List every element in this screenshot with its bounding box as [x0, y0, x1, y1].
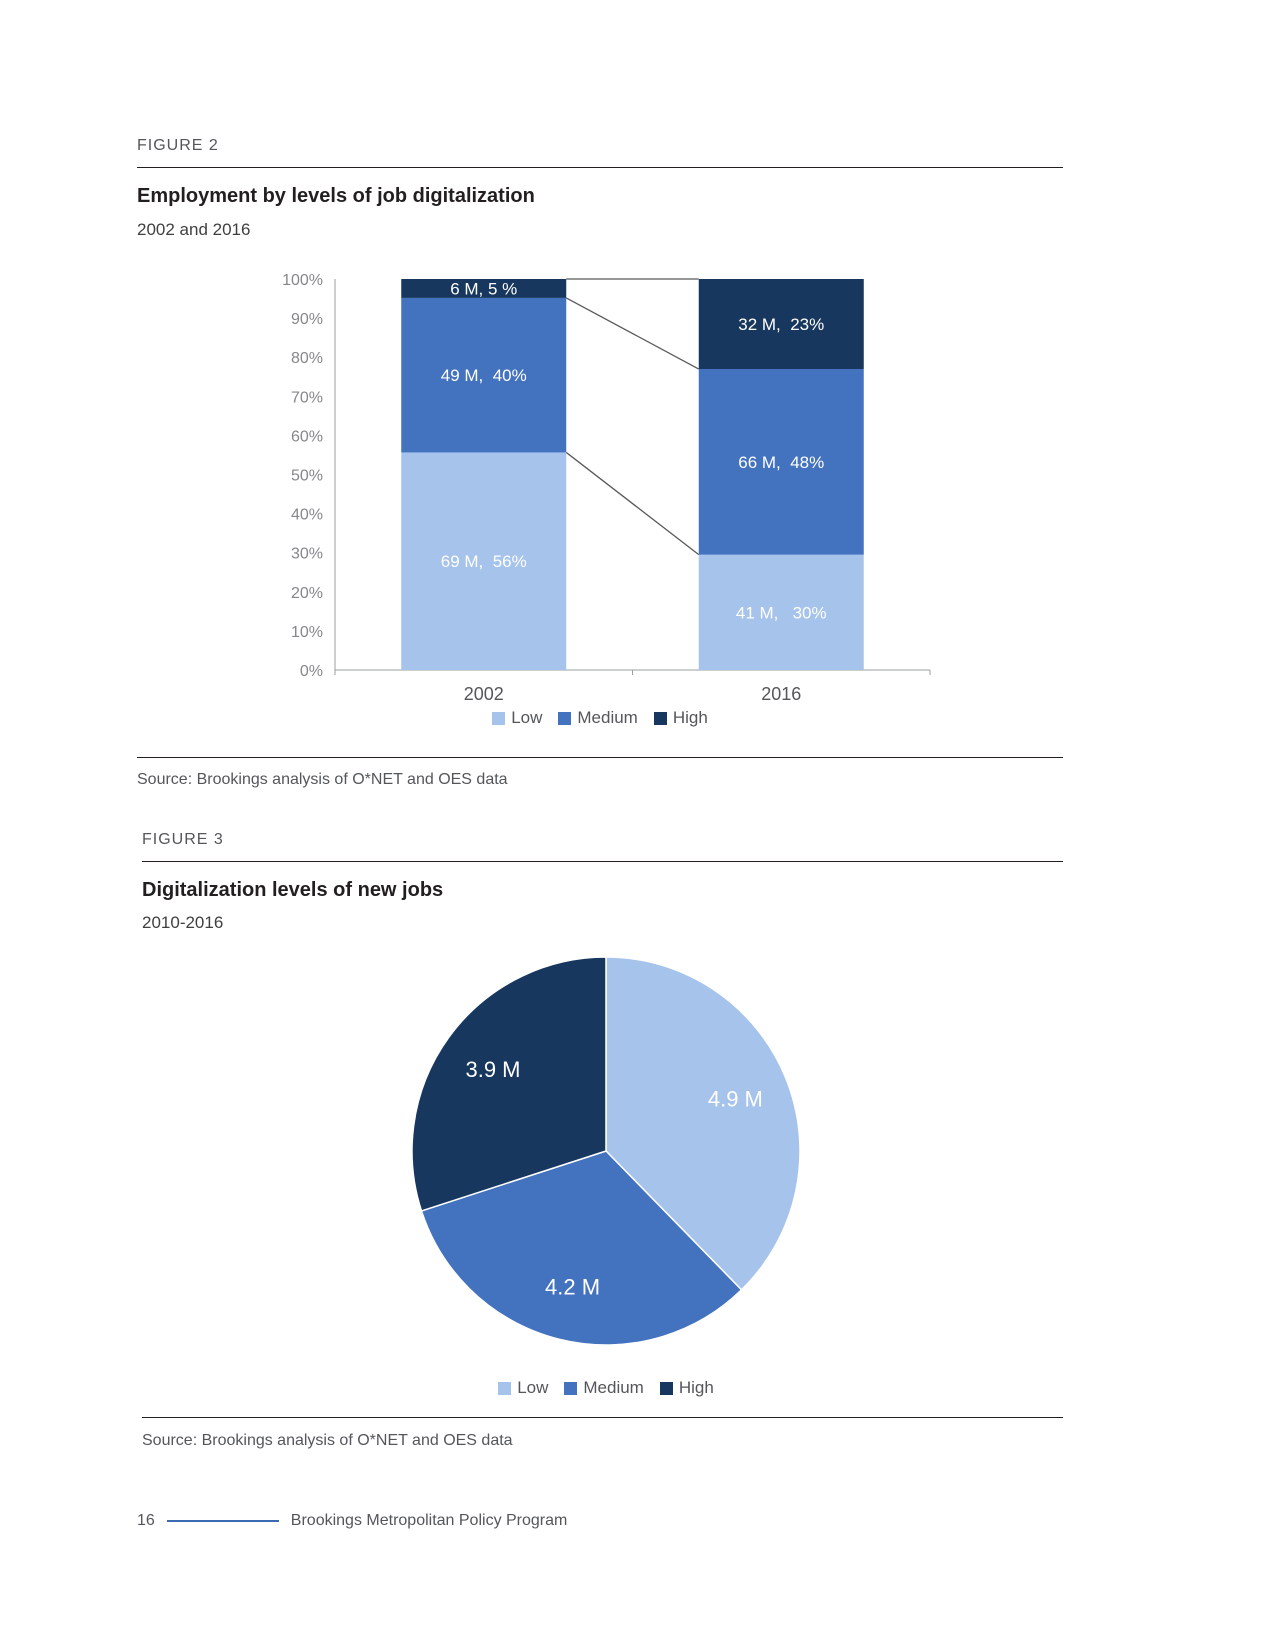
y-axis-tick-label: 90%	[291, 311, 323, 328]
legend-label-medium: Medium	[583, 1378, 644, 1397]
legend-label-high: High	[672, 708, 708, 727]
page-footer: 16 Brookings Metropolitan Policy Program	[137, 1512, 567, 1530]
figure-2-bottom-rule	[137, 757, 1063, 758]
bar-segment-2016-low	[698, 554, 864, 670]
legend-item-high: High	[659, 1378, 714, 1398]
figure-2-top-rule	[137, 167, 1063, 168]
pie-chart: 4.9 M 4.2 M 3.9 M	[411, 956, 801, 1346]
page-number: 16	[137, 1512, 155, 1529]
legend-item-medium: Medium	[558, 708, 638, 728]
y-axis-tick-label: 30%	[291, 546, 323, 563]
y-axis-tick-label: 60%	[291, 428, 323, 445]
bar-segment-2016-high	[698, 279, 864, 370]
bar-segment-label: 49 M, 40%	[441, 366, 527, 385]
figure-2-label: FIGURE 2	[137, 137, 219, 154]
figure-3-bottom-rule	[142, 1417, 1063, 1418]
bar-segment-label: 6 M, 5 %	[450, 279, 517, 298]
bar-segment-label: 41 M, 30%	[736, 603, 827, 622]
bar-segment-2002-low	[401, 452, 567, 670]
figure-3-subtitle: 2010-2016	[142, 913, 224, 932]
series-connector-low	[565, 451, 700, 556]
pie-slice-label: 4.9 M	[708, 1086, 763, 1111]
y-axis-tick-label: 70%	[291, 389, 323, 406]
legend-label-low: Low	[517, 1378, 549, 1397]
y-axis-tick-label: 20%	[291, 585, 323, 602]
bar-segment-2016-medium	[698, 369, 864, 555]
bar-segment-2002-medium	[401, 297, 567, 453]
figure-3-title: Digitalization levels of new jobs	[142, 879, 444, 901]
figure-2-title: Employment by levels of job digitalizati…	[137, 185, 535, 207]
series-connector-medium	[565, 297, 700, 370]
figure-3-top-rule	[142, 861, 1063, 862]
y-axis-tick-label: 40%	[291, 507, 323, 524]
pie-slice-label: 4.2 M	[545, 1275, 600, 1300]
y-axis-tick-label: 100%	[282, 272, 323, 289]
bar-chart-legend: Low Medium High	[250, 708, 950, 728]
legend-label-low: Low	[511, 708, 543, 727]
figure-2-source: Source: Brookings analysis of O*NET and …	[137, 771, 508, 788]
legend-swatch-medium	[564, 1381, 578, 1395]
pie-slice-low	[605, 956, 801, 1291]
figure-3-label: FIGURE 3	[142, 831, 224, 848]
bar-segment-label: 32 M, 23%	[738, 315, 824, 334]
bar-segment-label: 66 M, 48%	[738, 453, 824, 472]
footer-program-name: Brookings Metropolitan Policy Program	[290, 1512, 568, 1529]
stacked-bar-chart: 0% 10% 20% 30% 40% 50% 60% 70% 80% 90% 100% 69 M, 5…	[282, 272, 931, 704]
pie-slice-label: 3.9 M	[465, 1057, 520, 1082]
y-axis-tick-label: 10%	[291, 624, 323, 641]
legend-swatch-medium	[558, 711, 572, 725]
legend-item-high: High	[653, 708, 708, 728]
y-axis-tick-label: 50%	[291, 468, 323, 485]
pie-chart-legend: Low Medium High	[406, 1378, 806, 1398]
x-axis-category-label: 2002	[464, 684, 504, 704]
legend-label-high: High	[678, 1378, 714, 1397]
legend-item-low: Low	[498, 1378, 548, 1398]
legend-swatch-low	[498, 1381, 512, 1395]
pie-slice-medium	[420, 1150, 743, 1346]
x-axis-category-label: 2016	[761, 684, 801, 704]
legend-swatch-low	[492, 711, 506, 725]
legend-swatch-high	[659, 1381, 673, 1395]
footer-rule	[166, 1520, 279, 1522]
legend-item-medium: Medium	[564, 1378, 644, 1398]
legend-label-medium: Medium	[577, 708, 638, 727]
legend-swatch-high	[653, 711, 667, 725]
y-axis-tick-label: 0%	[300, 663, 323, 680]
figure-2-subtitle: 2002 and 2016	[137, 220, 251, 239]
bar-segment-2002-high	[401, 279, 567, 298]
legend-item-low: Low	[492, 708, 542, 728]
pie-slice-high	[411, 956, 607, 1212]
bar-segment-label: 69 M, 56%	[441, 552, 527, 571]
y-axis-tick-label: 80%	[291, 350, 323, 367]
figure-3-source: Source: Brookings analysis of O*NET and …	[142, 1432, 513, 1449]
